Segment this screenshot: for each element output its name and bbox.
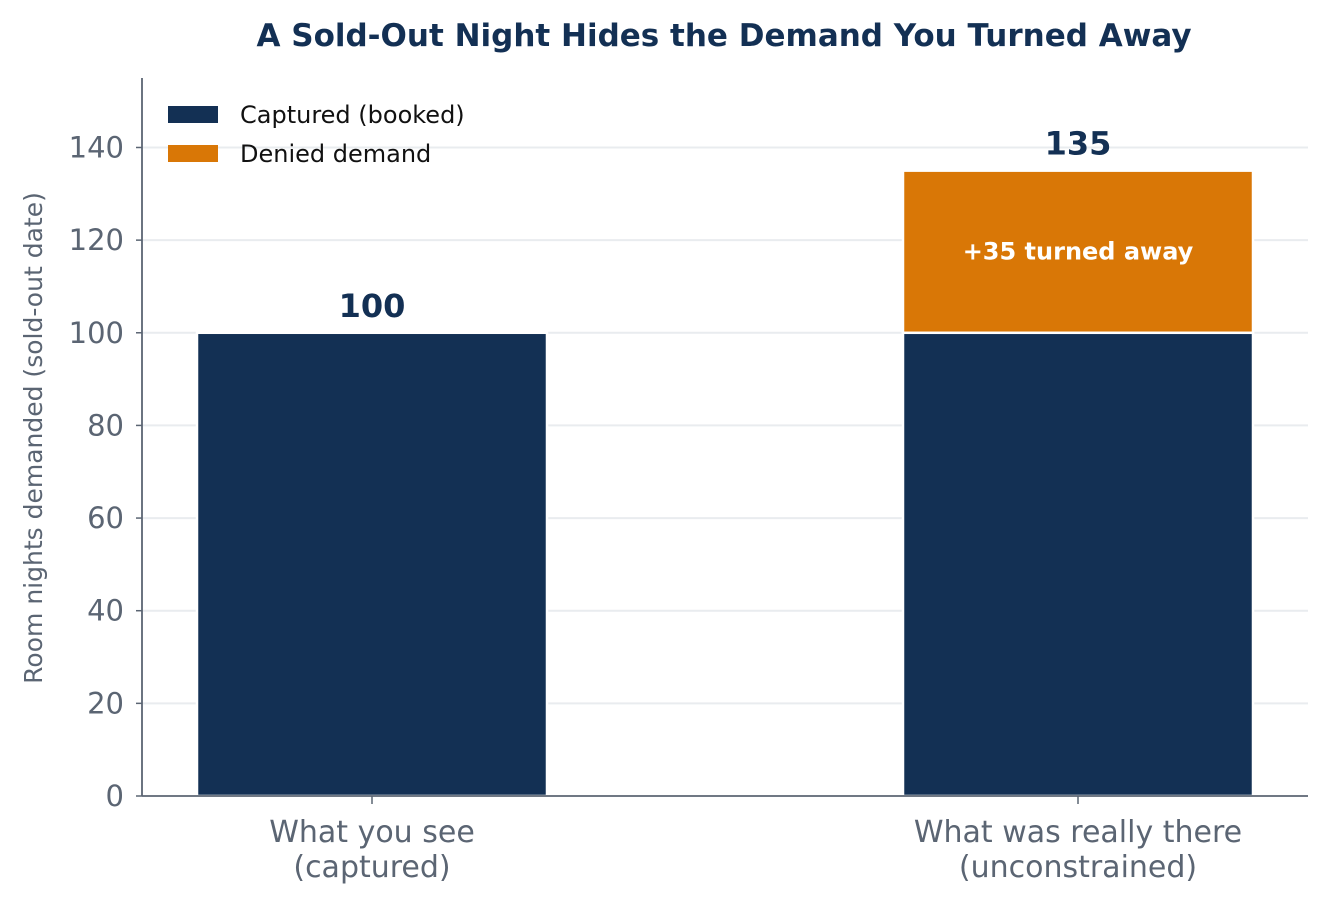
- y-tick-label: 120: [69, 223, 124, 257]
- legend-label: Captured (booked): [240, 101, 465, 129]
- segment-annotation: +35 turned away: [963, 238, 1194, 266]
- y-tick-label: 20: [87, 686, 124, 720]
- bar-total-label: 100: [339, 287, 406, 325]
- y-tick-label: 0: [106, 779, 124, 813]
- chart-title: A Sold-Out Night Hides the Demand You Tu…: [256, 18, 1191, 54]
- labels: 100 135 +35 turned away: [339, 125, 1194, 325]
- y-tick-label: 80: [87, 408, 124, 442]
- y-tick-label: 140: [69, 130, 124, 164]
- legend-swatch: [168, 145, 218, 162]
- x-tick-label: (captured): [293, 850, 450, 885]
- bar-segment-captured: [901, 331, 1255, 798]
- bar-segment-denied: [901, 169, 1255, 335]
- bar-segment-captured: [195, 331, 549, 798]
- legend-label: Denied demand: [240, 140, 431, 168]
- bars: [195, 169, 1255, 798]
- legend-swatch: [168, 106, 218, 123]
- legend: Captured (booked) Denied demand: [168, 101, 465, 168]
- y-axis-label: Room nights demanded (sold-out date): [19, 192, 48, 684]
- x-tick-label: What was really there: [914, 815, 1242, 850]
- axes: 0 20 40 60 80 100 120 140 What you see(captured)…: [69, 78, 1308, 885]
- x-tick-label: (unconstrained): [959, 850, 1197, 885]
- y-tick-label: 40: [87, 594, 124, 628]
- x-tick-label: What you see: [269, 815, 475, 850]
- bar-total-label: 135: [1045, 125, 1112, 163]
- y-tick-label: 60: [87, 501, 124, 535]
- y-tick-label: 100: [69, 316, 124, 350]
